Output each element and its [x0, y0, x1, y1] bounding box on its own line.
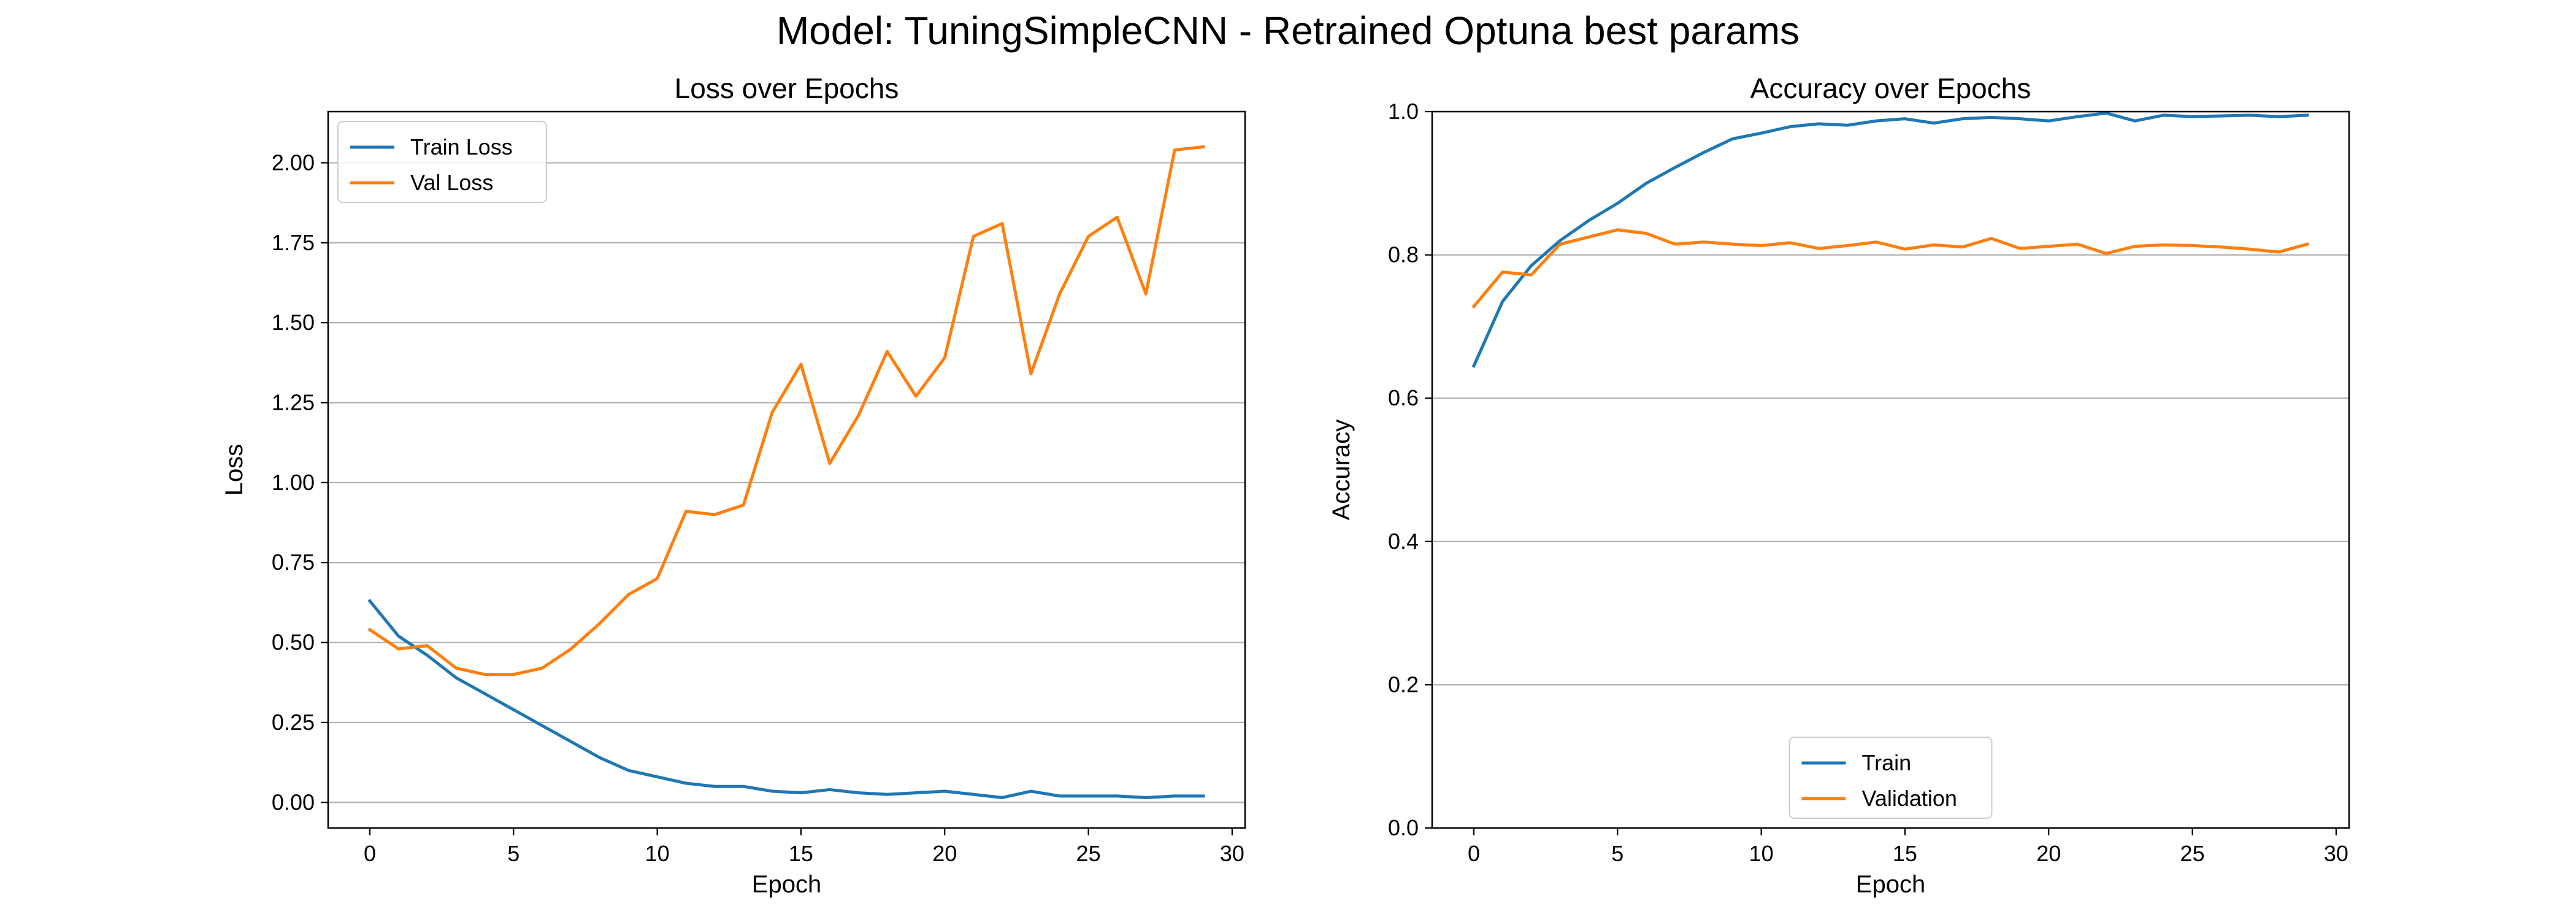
loss-legend-label: Val Loss: [410, 170, 493, 195]
loss-y-tick-label: 1.00: [272, 470, 315, 495]
loss-x-axis-label: Epoch: [752, 871, 821, 898]
loss-series-line-train-loss: [367, 599, 1205, 799]
accuracy-y-tick-label: 1.0: [1388, 99, 1419, 124]
loss-x-tick-label: 15: [789, 841, 813, 866]
accuracy-y-tick-label: 0.2: [1388, 672, 1419, 697]
accuracy-x-tick-label: 5: [1611, 841, 1623, 866]
accuracy-axes-frame: [1431, 110, 2350, 829]
accuracy-x-tick-label: 10: [1749, 841, 1774, 866]
accuracy-y-tick-label: 0.4: [1388, 529, 1419, 554]
loss-legend: Train Loss Val Loss: [337, 121, 547, 203]
accuracy-x-tick-label: 0: [1468, 841, 1480, 866]
loss-y-tick-label: 0.25: [272, 710, 315, 735]
loss-x-tick-label: 30: [1220, 841, 1244, 866]
loss-y-tick-label: 0.75: [272, 550, 315, 575]
accuracy-x-tick-label: 25: [2180, 841, 2205, 866]
loss-x-tick-label: 0: [364, 841, 376, 866]
loss-chart: 0 5 10 15 20 25 30 0.00 0.25 0.50 0.75 1.00 1.25 1.50…: [221, 72, 1246, 898]
loss-axes-frame: [327, 110, 1246, 829]
accuracy-y-tick-label: 0.0: [1388, 815, 1419, 840]
loss-legend-label: Train Loss: [410, 134, 513, 159]
loss-x-tick-label: 25: [1076, 841, 1101, 866]
accuracy-series-line-validation: [1471, 228, 2310, 309]
accuracy-x-tick-label: 30: [2324, 841, 2348, 866]
loss-y-tick-label: 1.25: [272, 390, 315, 415]
loss-y-tick-label: 1.50: [272, 310, 315, 335]
loss-y-tick-label: 0.50: [272, 630, 315, 655]
accuracy-legend: Train Validation: [1788, 737, 1993, 819]
accuracy-y-tick-label: 0.8: [1388, 242, 1419, 267]
accuracy-y-axis-label: Accuracy: [1328, 420, 1355, 521]
loss-y-tick-label: 0.00: [272, 789, 315, 815]
figure-title: Model: TuningSimpleCNN - Retrained Optun…: [776, 9, 1800, 53]
loss-series-line-val-loss: [367, 145, 1205, 677]
loss-x-tick-label: 5: [507, 841, 519, 866]
loss-y-tick-label: 2.00: [272, 150, 315, 175]
loss-x-tick-label: 10: [645, 841, 670, 866]
accuracy-chart-title: Accuracy over Epochs: [1750, 72, 2031, 104]
accuracy-series-line-train: [1471, 111, 2309, 368]
accuracy-legend-label: Train: [1862, 750, 1912, 775]
accuracy-y-tick-label: 0.6: [1388, 385, 1419, 410]
accuracy-x-axis-label: Epoch: [1856, 871, 1925, 898]
accuracy-legend-label: Validation: [1862, 786, 1957, 811]
accuracy-x-tick-label: 20: [2036, 841, 2061, 866]
loss-y-tick-label: 1.75: [272, 230, 315, 255]
accuracy-x-tick-label: 15: [1893, 841, 1917, 866]
accuracy-chart: 0 5 10 15 20 25 30 0.0 0.2 0.4 0.6 0.8 1.0 Accuracy o…: [1328, 72, 2350, 898]
loss-x-tick-label: 20: [932, 841, 957, 866]
loss-y-axis-label: Loss: [221, 444, 248, 496]
loss-chart-title: Loss over Epochs: [675, 72, 899, 104]
